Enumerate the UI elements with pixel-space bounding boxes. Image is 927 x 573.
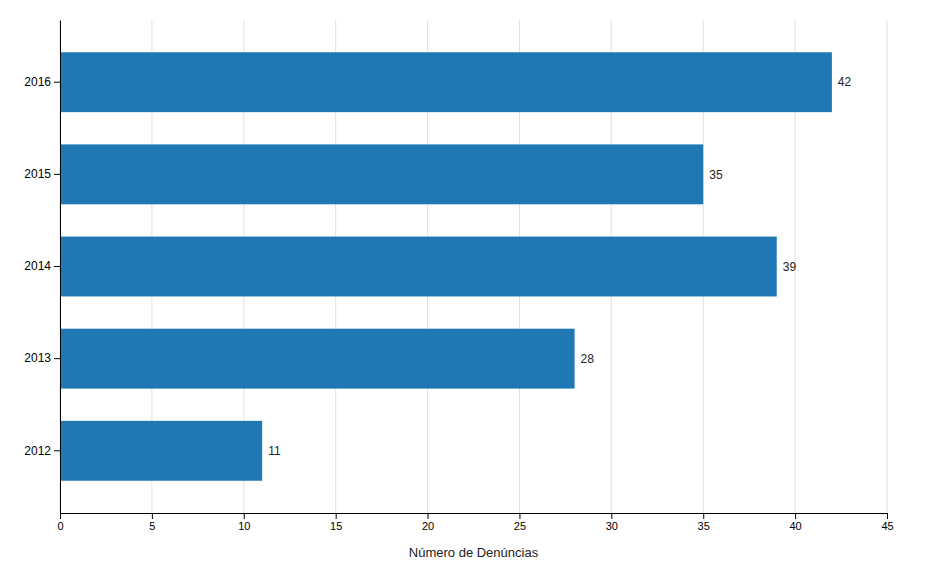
bar <box>60 52 832 112</box>
chart-svg: 42 35 39 28 11 0 5 10 15 20 25 30 35 40 45 2016 2015 2014… <box>0 0 927 573</box>
bar <box>60 144 703 204</box>
grid-line <box>887 20 888 513</box>
x-tick: 35 <box>698 513 710 532</box>
y-axis-domain <box>60 21 61 514</box>
x-tick: 0 <box>57 513 63 532</box>
y-tick-mark <box>54 266 60 267</box>
x-tick-label: 0 <box>57 520 63 532</box>
x-axis-title: Número de Denúncias <box>409 545 539 560</box>
x-tick-mark <box>519 513 520 519</box>
x-tick-mark <box>887 513 888 519</box>
x-tick: 20 <box>422 513 434 532</box>
x-tick-mark <box>60 513 61 519</box>
y-tick: 2012 <box>24 444 60 458</box>
x-tick-mark <box>428 513 429 519</box>
y-tick-mark <box>54 174 60 175</box>
x-tick-mark <box>795 513 796 519</box>
x-tick: 15 <box>330 513 342 532</box>
y-tick-mark <box>54 82 60 83</box>
chart-container: 42 35 39 28 11 0 5 10 15 20 25 30 35 40 45 2016 2015 2014… <box>0 0 927 573</box>
bars <box>60 52 832 480</box>
x-tick-label: 35 <box>698 520 710 532</box>
data-label: 42 <box>838 75 852 89</box>
bar <box>60 237 777 297</box>
y-tick-label: 2014 <box>24 259 51 273</box>
x-tick: 25 <box>514 513 526 532</box>
y-tick: 2013 <box>24 351 60 365</box>
y-tick-label: 2016 <box>24 75 51 89</box>
y-tick-mark <box>54 358 60 359</box>
x-tick-label: 25 <box>514 520 526 532</box>
x-tick-mark <box>152 513 153 519</box>
bar <box>60 329 575 389</box>
y-tick-label: 2015 <box>24 167 51 181</box>
x-tick-mark <box>611 513 612 519</box>
y-tick-label: 2012 <box>24 444 51 458</box>
data-label: 11 <box>268 444 281 458</box>
bar <box>60 421 262 481</box>
x-tick-mark <box>336 513 337 519</box>
data-labels: 42 35 39 28 11 <box>268 75 851 458</box>
y-tick-label: 2013 <box>24 351 51 365</box>
y-tick: 2015 <box>24 167 60 181</box>
x-tick-label: 40 <box>789 520 801 532</box>
y-tick: 2014 <box>24 259 60 273</box>
x-tick-mark <box>244 513 245 519</box>
x-tick-label: 20 <box>422 520 434 532</box>
data-label: 35 <box>709 168 723 182</box>
x-tick-label: 30 <box>606 520 618 532</box>
y-axis: 2016 2015 2014 2013 2012 <box>24 21 60 514</box>
x-tick-label: 5 <box>149 520 155 532</box>
x-tick: 40 <box>789 513 801 532</box>
x-tick: 10 <box>238 513 250 532</box>
x-tick: 45 <box>881 513 893 532</box>
y-tick-mark <box>54 450 60 451</box>
data-label: 39 <box>783 260 797 274</box>
x-axis: 0 5 10 15 20 25 30 35 40 45 <box>57 513 893 532</box>
x-tick: 5 <box>149 513 155 532</box>
x-axis-domain <box>61 513 888 514</box>
y-tick: 2016 <box>24 75 60 89</box>
plot-area: 42 35 39 28 11 0 5 10 15 20 25 30 35 40 45 2016 2015 2014… <box>24 20 893 532</box>
x-tick: 30 <box>606 513 618 532</box>
x-tick-label: 10 <box>238 520 250 532</box>
x-tick-label: 45 <box>881 520 893 532</box>
grid <box>60 20 887 513</box>
x-tick-mark <box>703 513 704 519</box>
x-tick-label: 15 <box>330 520 342 532</box>
data-label: 28 <box>581 352 595 366</box>
